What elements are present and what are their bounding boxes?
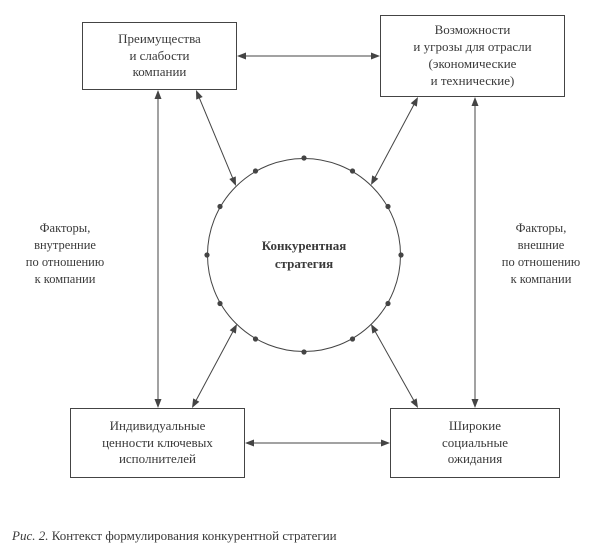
node-br: Широкиесоциальныеожидания	[390, 408, 560, 478]
side-label-right: Факторы,внешниепо отношениюк компании	[490, 220, 592, 288]
node-bl: Индивидуальныеценности ключевыхисполните…	[70, 408, 245, 478]
figure-caption: Рис. 2. Контекст формулирования конкурен…	[12, 528, 337, 544]
node-tr: Возможностии угрозы для отрасли(экономич…	[380, 15, 565, 97]
caption-prefix: Рис. 2.	[12, 528, 48, 543]
node-center: Конкурентнаястратегия	[207, 158, 401, 352]
caption-text: Контекст формулирования конкурентной стр…	[52, 528, 337, 543]
node-tl: Преимуществаи слабостикомпании	[82, 22, 237, 90]
diagram-canvas: Преимуществаи слабостикомпании Возможнос…	[0, 0, 600, 553]
side-label-left: Факторы,внутренниепо отношениюк компании	[10, 220, 120, 288]
